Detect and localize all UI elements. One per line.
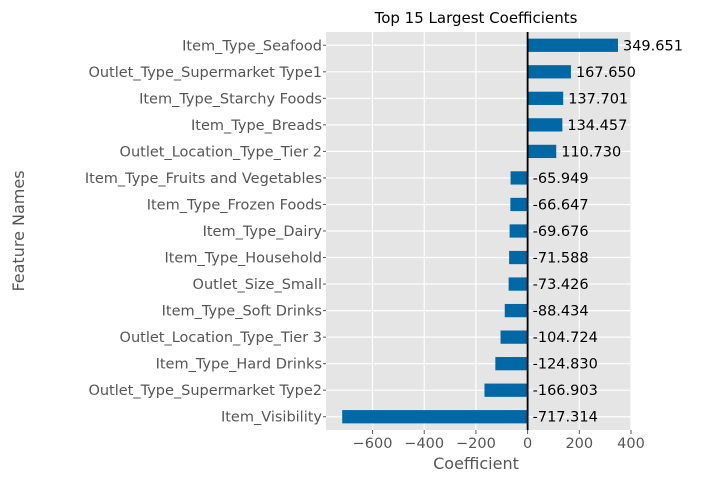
x-tick-label: 200 bbox=[565, 436, 593, 452]
data-label: 137.701 bbox=[568, 91, 628, 107]
bar bbox=[508, 277, 528, 291]
y-tick-label: Item_Type_Breads bbox=[191, 118, 322, 134]
y-tick-label: Outlet_Size_Small bbox=[193, 277, 322, 293]
bar bbox=[527, 144, 557, 159]
y-axis-label: Feature Names bbox=[9, 170, 28, 291]
data-label: -166.903 bbox=[533, 383, 598, 399]
x-tick-label: 0 bbox=[523, 436, 532, 452]
y-tick-label: Outlet_Type_Supermarket Type1 bbox=[88, 65, 322, 81]
bar bbox=[500, 330, 528, 344]
x-tick-label: −200 bbox=[456, 436, 496, 452]
data-label: 110.730 bbox=[561, 144, 621, 160]
y-tick-label: Outlet_Location_Type_Tier 2 bbox=[120, 144, 322, 160]
data-label: -69.676 bbox=[533, 224, 589, 240]
y-tick-label: Item_Type_Starchy Foods bbox=[139, 91, 322, 107]
y-tick-label: Item_Type_Dairy bbox=[203, 224, 323, 240]
bar bbox=[509, 224, 528, 238]
y-tick-label: Item_Type_Hard Drinks bbox=[156, 357, 322, 373]
data-label: -66.647 bbox=[533, 197, 589, 213]
bar bbox=[510, 171, 528, 185]
data-labels: 349.651 167.650 137.701 134.457 110.730 -65.9… bbox=[533, 38, 683, 425]
data-label: -104.724 bbox=[533, 330, 598, 346]
y-tick-label: Item_Type_Frozen Foods bbox=[147, 197, 322, 213]
bar bbox=[527, 91, 564, 105]
y-tick-labels: Item_Type_Seafood Outlet_Type_Supermarket… bbox=[85, 38, 326, 426]
bar bbox=[527, 65, 571, 79]
data-label: -71.588 bbox=[533, 251, 589, 267]
bar bbox=[527, 38, 618, 52]
bar bbox=[504, 303, 528, 318]
x-tick-labels: −600 −400 −200 0 200 400 bbox=[353, 430, 645, 452]
y-tick-label: Item_Type_Soft Drinks bbox=[162, 304, 322, 320]
data-label: 167.650 bbox=[576, 65, 636, 81]
bar bbox=[527, 118, 563, 132]
x-axis-label: Coefficient bbox=[433, 454, 519, 473]
y-tick-label: Item_Type_Fruits and Vegetables bbox=[85, 171, 322, 187]
data-label: -717.314 bbox=[533, 410, 598, 426]
y-tick-label: Item_Visibility bbox=[221, 410, 322, 426]
x-tick-label: −400 bbox=[404, 436, 444, 452]
data-label: 349.651 bbox=[623, 38, 683, 54]
y-tick-label: Outlet_Location_Type_Tier 3 bbox=[120, 330, 322, 346]
y-tick-label: Outlet_Type_Supermarket Type2 bbox=[88, 383, 322, 399]
x-tick-label: −600 bbox=[353, 436, 393, 452]
data-label: -124.830 bbox=[533, 357, 598, 373]
data-label: 134.457 bbox=[567, 118, 627, 134]
bar bbox=[484, 383, 528, 397]
y-tick-label: Item_Type_Seafood bbox=[182, 38, 322, 54]
grid-lines bbox=[326, 32, 632, 430]
bar bbox=[509, 250, 528, 265]
y-tick-label: Item_Type_Household bbox=[164, 251, 322, 267]
bar bbox=[495, 357, 528, 371]
bars bbox=[342, 38, 618, 424]
bar bbox=[342, 410, 528, 424]
data-label: -65.949 bbox=[533, 171, 589, 187]
data-label: -73.426 bbox=[533, 277, 589, 293]
data-label: -88.434 bbox=[533, 304, 589, 320]
x-tick-label: 400 bbox=[617, 436, 645, 452]
bar bbox=[510, 197, 528, 212]
chart-title: Top 15 Largest Coefficients bbox=[374, 9, 578, 27]
